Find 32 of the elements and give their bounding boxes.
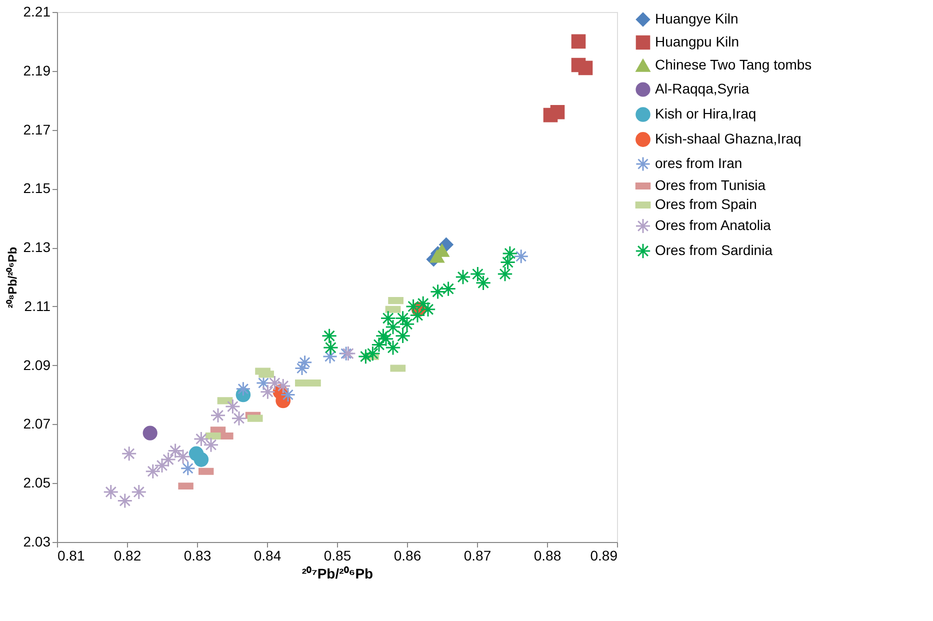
y-tick-label: 2.15 bbox=[23, 180, 51, 196]
x-tick-label: 0.89 bbox=[590, 548, 618, 564]
legend-label: Al-Raqqa,Syria bbox=[655, 80, 750, 96]
x-tick-label: 0.85 bbox=[324, 548, 352, 564]
x-tick-label: 0.87 bbox=[464, 548, 492, 564]
legend-label: Kish or Hira,Iraq bbox=[655, 106, 756, 122]
y-tick-label: 2.21 bbox=[23, 4, 51, 20]
y-tick-label: 2.07 bbox=[23, 416, 51, 432]
legend-label: Kish-shaal Ghazna,Iraq bbox=[655, 130, 802, 146]
x-tick-label: 0.86 bbox=[394, 548, 422, 564]
y-tick-label: 2.19 bbox=[23, 62, 51, 78]
x-tick-label: 0.84 bbox=[254, 548, 282, 564]
x-tick-label: 0.88 bbox=[534, 548, 562, 564]
legend-label: Huangye Kiln bbox=[655, 10, 738, 26]
legend-label: ores from Iran bbox=[655, 155, 742, 171]
legend-label: Chinese Two Tang tombs bbox=[655, 56, 812, 72]
y-tick-label: 2.13 bbox=[23, 239, 51, 256]
x-axis-title: ²⁰⁷Pb/²⁰⁶Pb bbox=[302, 566, 374, 582]
legend-label: Ores from Tunisia bbox=[655, 177, 766, 193]
y-tick-label: 2.03 bbox=[23, 534, 51, 550]
legend-label: Ores from Spain bbox=[655, 196, 757, 212]
y-tick-label: 2.05 bbox=[23, 474, 51, 491]
y-axis-title: ²⁰⁸Pb/²⁰⁶Pb bbox=[5, 246, 20, 308]
x-tick-label: 0.82 bbox=[114, 548, 142, 564]
y-tick-label: 2.17 bbox=[23, 121, 51, 138]
legend-label: Ores from Anatolia bbox=[655, 217, 772, 233]
x-tick-label: 0.81 bbox=[58, 548, 85, 564]
y-tick-label: 2.11 bbox=[24, 298, 51, 314]
y-tick-label: 2.09 bbox=[23, 356, 51, 373]
legend-label: Huangpu Kiln bbox=[655, 34, 740, 50]
x-tick-label: 0.83 bbox=[184, 548, 212, 564]
legend-label: Ores from Sardinia bbox=[655, 242, 773, 258]
